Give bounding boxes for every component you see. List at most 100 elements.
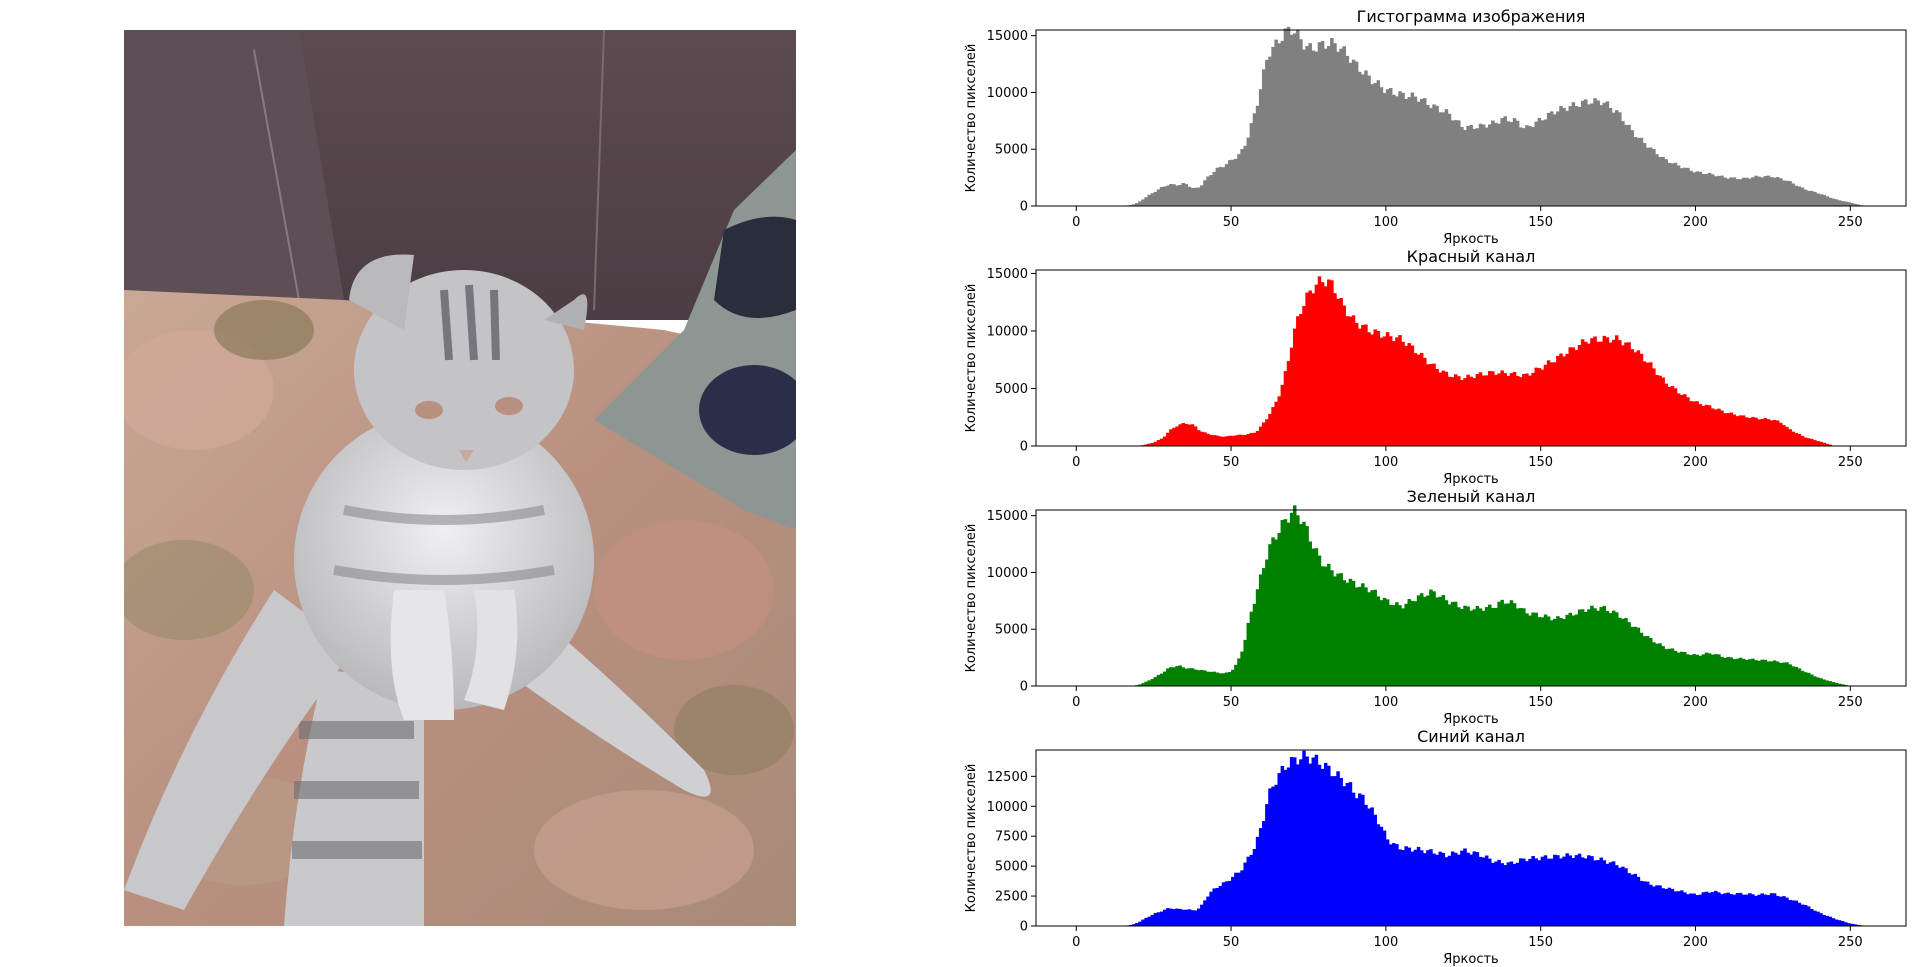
histogram-bar xyxy=(1726,178,1730,206)
histogram-bar xyxy=(1404,98,1408,206)
histogram-bar xyxy=(1286,361,1291,446)
histogram-bar xyxy=(1435,105,1439,206)
histogram-bar xyxy=(1162,436,1167,446)
histogram-bar xyxy=(1348,316,1353,446)
sofa-seam-right xyxy=(593,29,605,311)
histogram-bar xyxy=(1754,660,1758,686)
histogram-bar xyxy=(1435,854,1439,926)
histogram-bar xyxy=(1726,656,1730,686)
histogram-bars xyxy=(1122,26,1867,207)
kitten-body xyxy=(294,410,594,710)
histogram-bar xyxy=(1658,157,1662,206)
histogram-bar xyxy=(1457,854,1461,926)
histogram-bar xyxy=(1748,178,1752,206)
histogram-bar xyxy=(1645,362,1650,446)
histogram-bar xyxy=(1757,894,1761,926)
histogram-bar xyxy=(1534,612,1538,686)
histogram-bar xyxy=(1639,137,1644,206)
histogram-bar xyxy=(1754,175,1758,206)
histogram-bar xyxy=(1840,684,1845,686)
histogram-bar xyxy=(1642,881,1647,926)
histogram-bar xyxy=(1534,367,1538,446)
y-axis-label: Количество пикселей xyxy=(964,44,979,193)
histogram-bar xyxy=(1345,316,1350,446)
histogram-bar xyxy=(1528,375,1532,446)
histogram-bar xyxy=(1166,668,1170,686)
histogram-bar xyxy=(1819,441,1823,446)
histogram-bar xyxy=(1357,793,1362,926)
kitten-paw-left xyxy=(390,590,454,720)
histogram-bar xyxy=(1828,444,1833,446)
histogram-bar xyxy=(1856,924,1860,926)
histogram-bar xyxy=(1822,679,1826,686)
histogram-bar xyxy=(1689,893,1693,926)
histogram-bar xyxy=(1683,394,1687,446)
histogram-bar xyxy=(1373,589,1377,686)
histogram-bar xyxy=(1450,851,1455,926)
histogram-bar xyxy=(1782,662,1786,686)
histogram-bar xyxy=(1782,180,1786,206)
histogram-bar xyxy=(1518,127,1523,206)
histogram-bar xyxy=(1398,849,1402,926)
histogram-bar xyxy=(1398,605,1402,686)
histogram-bar xyxy=(1271,407,1275,446)
histogram-bar xyxy=(1806,672,1811,686)
histogram-bar xyxy=(1283,28,1288,207)
y-tick-label: 2500 xyxy=(995,890,1028,905)
histogram-bar xyxy=(1283,371,1288,446)
blanket-leaf xyxy=(674,685,794,775)
histogram-bar xyxy=(1611,112,1616,206)
histogram-bar xyxy=(1416,101,1421,206)
x-tick-label: 150 xyxy=(1528,215,1553,230)
histogram-bar xyxy=(1367,75,1371,206)
histogram-bar xyxy=(1667,887,1672,926)
histogram-bar xyxy=(1754,895,1758,926)
histogram-bar xyxy=(1218,166,1223,206)
histogram-bar xyxy=(1794,900,1799,926)
histogram-bar xyxy=(1794,432,1799,446)
histogram-bar xyxy=(1760,419,1764,446)
histogram-bar xyxy=(1141,199,1145,206)
histogram-bar xyxy=(1447,376,1452,446)
histogram-bar xyxy=(1549,362,1554,446)
histogram-bar xyxy=(1407,343,1412,446)
histogram-bar xyxy=(1562,856,1566,926)
histogram-bar xyxy=(1806,906,1811,926)
histogram-bar xyxy=(1549,858,1554,926)
histogram-bar xyxy=(1401,341,1405,446)
histogram-bar xyxy=(1147,194,1151,206)
histogram-bar xyxy=(1314,754,1319,926)
histogram-bar xyxy=(1153,676,1158,686)
histogram-bar xyxy=(1537,617,1542,686)
histogram-bar xyxy=(1673,650,1678,686)
histogram-bar xyxy=(1701,654,1706,686)
histogram-bar xyxy=(1190,668,1195,686)
histogram-bar xyxy=(1234,664,1238,686)
histogram-bar xyxy=(1361,583,1365,686)
histogram-bar xyxy=(1249,123,1254,206)
histogram-bar xyxy=(1745,894,1749,926)
histogram-bar xyxy=(1522,373,1526,446)
y-tick-label: 5000 xyxy=(995,860,1028,875)
histogram-bar xyxy=(1584,99,1588,206)
histogram-bar xyxy=(1441,370,1446,446)
histogram-bar xyxy=(1512,371,1517,446)
histogram-bar xyxy=(1255,589,1260,686)
histogram-bar xyxy=(1676,891,1681,926)
histogram-bar xyxy=(1469,124,1473,206)
histogram-bar xyxy=(1432,363,1436,446)
histogram-bar xyxy=(1630,626,1634,686)
x-tick-label: 100 xyxy=(1373,935,1398,950)
histogram-bar xyxy=(1345,55,1350,206)
histogram-bar xyxy=(1481,610,1486,686)
histogram-bar xyxy=(1534,121,1538,206)
histogram-bar xyxy=(1500,599,1504,686)
histogram-bar xyxy=(1593,608,1597,686)
histogram-bar xyxy=(1209,434,1213,446)
histogram-bar xyxy=(1840,921,1845,926)
histogram-bar xyxy=(1330,570,1334,686)
histogram-bar xyxy=(1491,862,1495,926)
histogram-bar xyxy=(1494,861,1498,926)
histogram-bar xyxy=(1834,683,1839,686)
histogram-bar xyxy=(1611,861,1616,926)
